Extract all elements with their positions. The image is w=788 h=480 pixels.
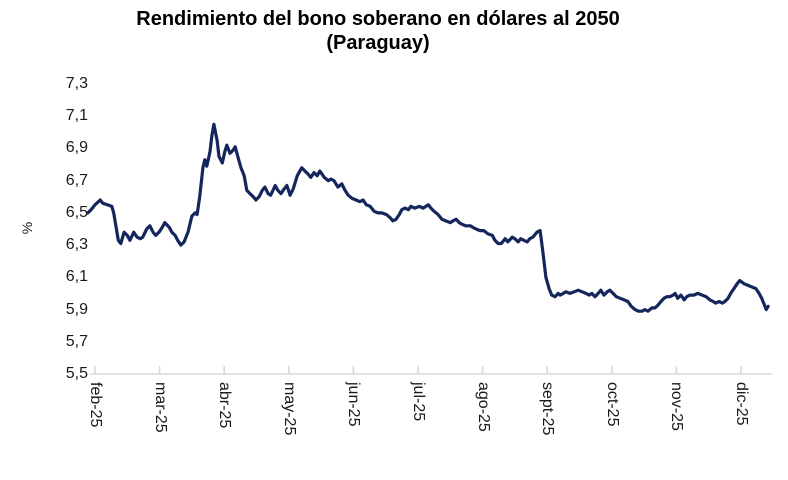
y-axis-tick-label: 7,1 — [65, 107, 88, 125]
y-axis-tick-label: 6,3 — [65, 236, 88, 254]
y-axis-tick-label: 6,5 — [65, 203, 88, 221]
chart-subtitle: (Paraguay) — [326, 32, 430, 54]
y-axis-tick-label: 5,5 — [65, 365, 88, 382]
chart-title: Rendimiento del bono soberano en dólares… — [136, 8, 620, 30]
y-axis-tick-label: 5,9 — [65, 300, 88, 318]
y-axis-tick-label: 7,3 — [65, 75, 88, 92]
yield-line-series — [86, 122, 770, 313]
y-axis-tick-label: 5,7 — [65, 332, 88, 350]
y-axis-tick-label: 6,1 — [65, 268, 88, 286]
y-axis-tick-label: 6,9 — [65, 139, 88, 157]
y-axis-tick-label: 6,7 — [65, 171, 88, 189]
